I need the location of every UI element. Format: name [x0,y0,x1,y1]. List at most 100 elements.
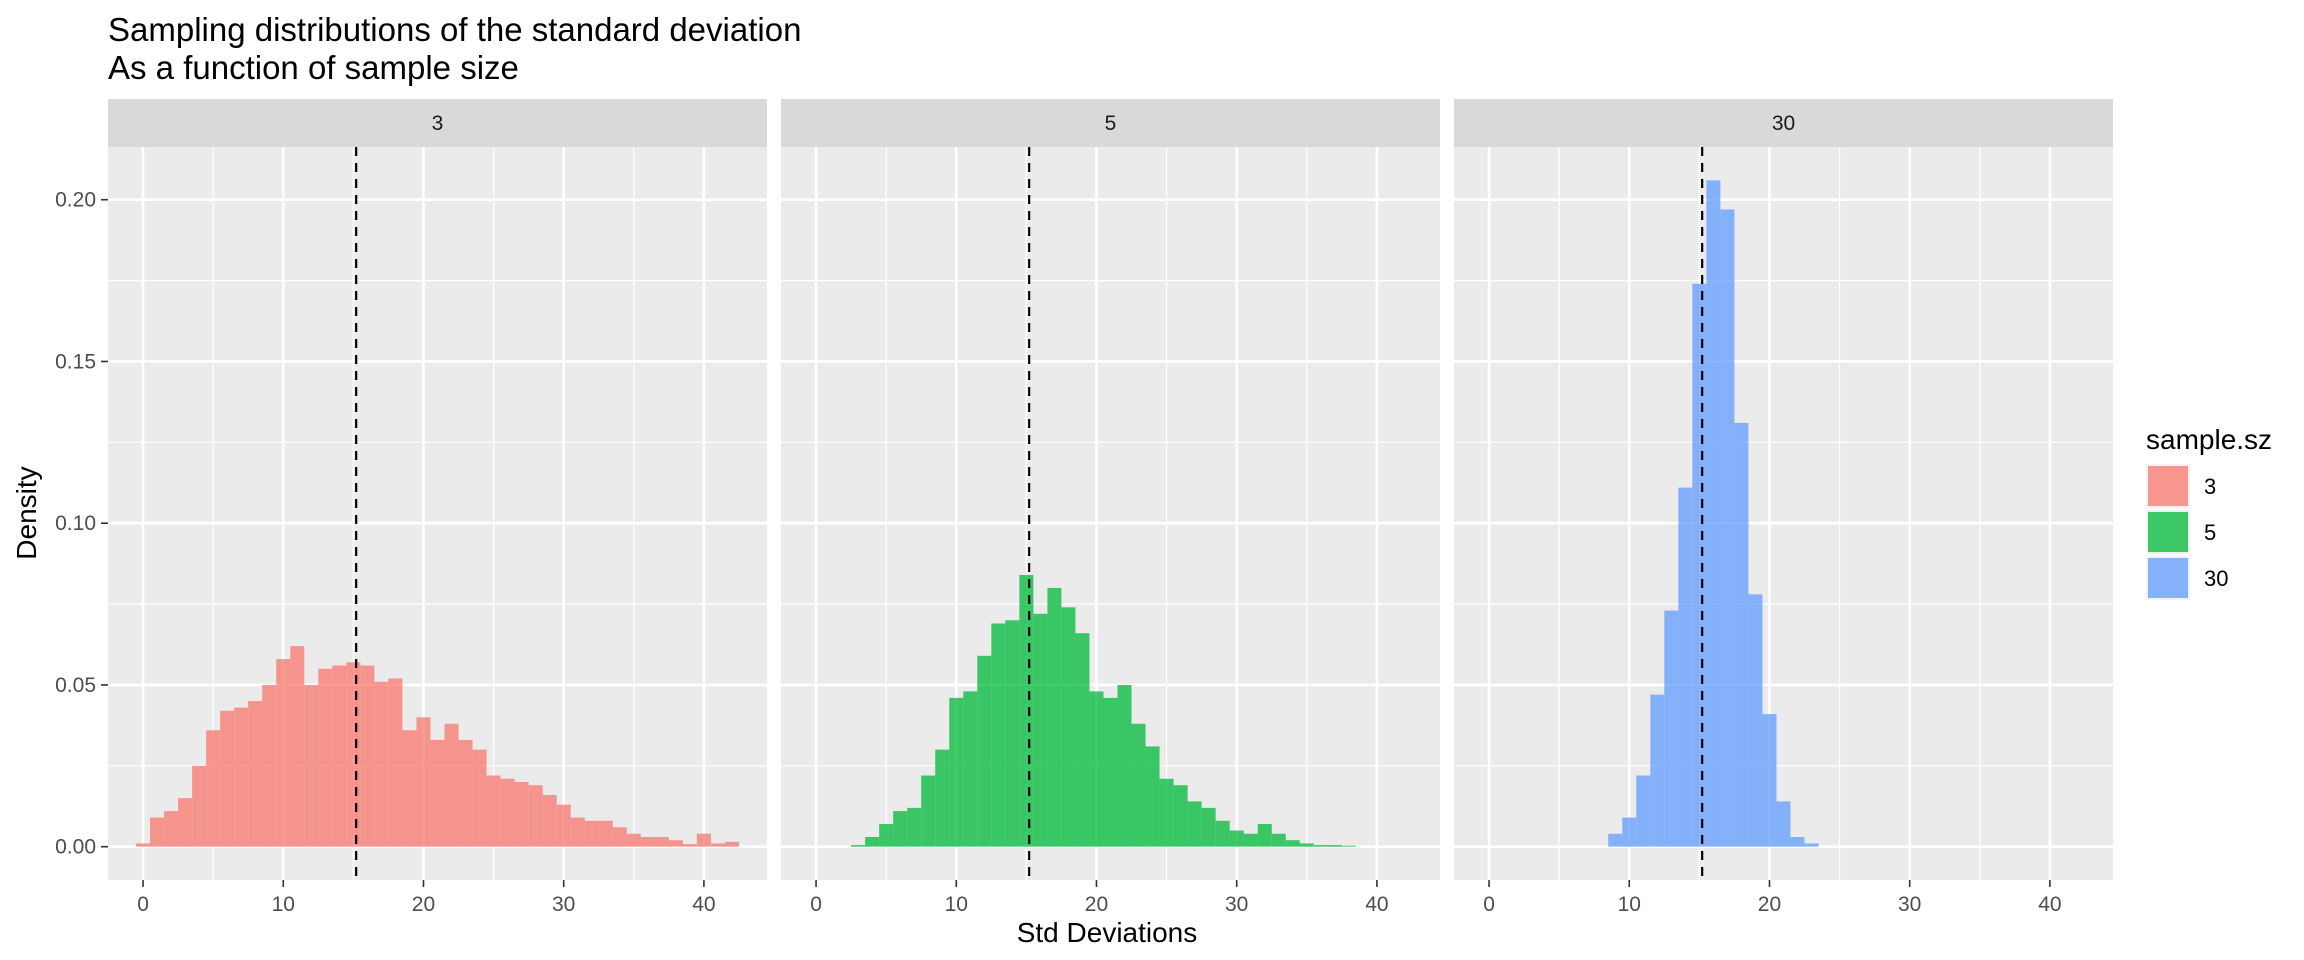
histogram-bar [262,684,277,847]
histogram-bar [360,665,375,847]
histogram-bar [136,843,151,847]
histogram-bar [402,730,417,847]
histogram-bar [1131,723,1146,847]
x-tick-label: 40 [692,893,715,916]
histogram-bar [1033,613,1048,847]
histogram-bar [1229,830,1244,847]
y-tick-label: 0.10 [55,512,96,535]
histogram-bar [556,804,571,847]
histogram-bar [276,659,291,847]
histogram-bar [1706,180,1721,847]
x-tick-label: 10 [1618,893,1641,916]
histogram-bar [1692,283,1707,847]
histogram-bar [1103,697,1118,847]
histogram-bar [1341,845,1356,847]
histogram-bar [612,827,627,847]
histogram-bar [865,836,880,847]
histogram-bar [1622,817,1637,847]
histogram-bar [1257,824,1272,847]
histogram-bar [248,701,263,847]
histogram-bar [430,739,445,847]
panel-strip [781,99,1440,147]
histogram-bar [1187,801,1202,847]
panel-3: 3 [108,99,781,880]
x-axis: 0 10 20 30 40 0 10 20 30 40 0 10 20 30 40 [137,880,2062,916]
histogram-bar [893,811,908,847]
y-axis-title: Density [11,466,42,559]
x-tick-label: 0 [1483,893,1495,916]
histogram-bar [949,697,964,847]
histogram-bar [220,710,235,847]
histogram-bar [528,785,543,847]
x-tick-label: 10 [945,893,968,916]
histogram-bar [1804,843,1819,847]
legend: sample.sz 3 5 30 [2146,424,2272,600]
histogram-bar [1790,836,1805,847]
legend-swatch [2148,512,2188,552]
histogram-bar [1762,714,1777,847]
x-tick-label: 20 [412,893,435,916]
histogram-bar [1664,610,1679,847]
histogram-bar [907,807,922,847]
histogram-bar [1636,775,1651,847]
histogram-bar [472,749,487,847]
x-tick-label: 30 [1225,893,1248,916]
legend-label: 30 [2204,566,2228,591]
histogram-bar [1313,845,1328,847]
histogram-bar [668,840,683,847]
histogram-bar [542,794,557,847]
x-tick-label: 30 [1898,893,1921,916]
histogram-bar [1117,684,1132,847]
histogram-bar [991,623,1006,847]
histogram-bar [416,717,431,847]
histogram-bar [444,723,459,847]
histogram-bar [1285,840,1300,847]
panel-5: 5 [781,99,1440,880]
panel-strip-label: 3 [432,112,444,135]
histogram-bar [1173,785,1188,847]
legend-title: sample.sz [2146,424,2272,455]
x-tick-label: 0 [137,893,149,916]
histogram-bar [1720,209,1735,847]
histogram-bar [164,811,179,847]
histogram-bar [374,681,389,847]
histogram-bar [1650,694,1665,847]
histogram-bar [584,820,599,847]
histogram-bar [1201,807,1216,847]
panel-strip [1454,99,2113,147]
histogram-bar [640,836,655,847]
y-axis: 0.00 0.05 0.10 0.15 0.20 [55,189,108,859]
histogram-bar [486,775,501,847]
histogram-bar [1089,691,1104,847]
histogram-bar [977,655,992,847]
histogram-bar [767,844,781,846]
histogram-bar [935,749,950,847]
histogram-bar [1734,422,1749,847]
panel-strip-label: 5 [1105,112,1117,135]
x-axis-title: Std Deviations [1017,917,1198,948]
histogram-bar [234,707,249,847]
histogram-bar [1047,587,1062,847]
histogram-bar [150,817,165,847]
histogram-bar [388,678,403,847]
histogram-bar [318,668,333,847]
y-tick-label: 0.00 [55,836,96,859]
legend-label: 5 [2204,520,2216,545]
legend-swatch [2148,466,2188,506]
x-tick-label: 0 [810,893,822,916]
x-tick-label: 20 [1085,893,1108,916]
y-tick-label: 0.05 [55,674,96,697]
histogram-bar [514,781,529,847]
histogram-bar [1271,833,1286,847]
histogram-bar [1019,574,1034,847]
histogram-bar [1776,801,1791,847]
histogram-bar [1075,633,1090,847]
histogram-bar [879,824,894,847]
panel-background [1454,147,2113,880]
histogram-bar [710,843,725,847]
x-tick-label: 10 [272,893,295,916]
histogram-bar [1215,820,1230,847]
histogram-bar [921,775,936,847]
histogram-bar [1327,845,1342,847]
histogram-bar [1608,833,1623,847]
